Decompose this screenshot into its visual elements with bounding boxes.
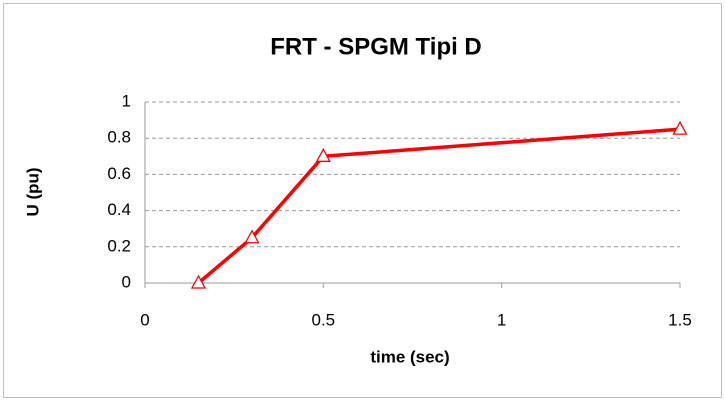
data-marker xyxy=(315,147,331,162)
chart-border xyxy=(3,3,722,398)
x-tick-label: 1.5 xyxy=(668,310,692,329)
data-marker xyxy=(244,229,260,244)
y-tick-label: 0.6 xyxy=(107,164,131,183)
y-tick-label: 0 xyxy=(122,272,131,291)
y-tick-label: 0.4 xyxy=(107,200,131,219)
data-marker xyxy=(672,120,688,135)
y-tick-label: 0.8 xyxy=(107,128,131,147)
y-tick-label: 0.2 xyxy=(107,236,131,255)
y-axis-title: U (pu) xyxy=(23,167,42,216)
y-tick-label: 1 xyxy=(122,91,131,110)
x-tick-label: 1 xyxy=(497,310,506,329)
data-line xyxy=(197,127,681,285)
x-tick-label: 0 xyxy=(140,310,149,329)
chart-title: FRT - SPGM Tipi D xyxy=(270,33,482,60)
x-axis-title: time (sec) xyxy=(370,347,449,366)
x-tick-label: 0.5 xyxy=(312,310,336,329)
data-marker xyxy=(190,274,207,289)
